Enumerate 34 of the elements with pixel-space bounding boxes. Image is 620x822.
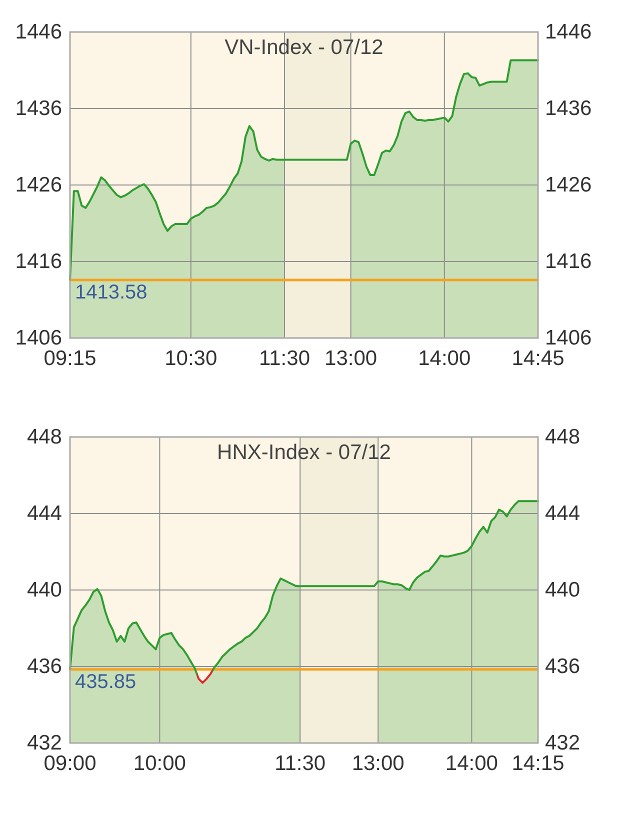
x-tick-label: 10:00 <box>133 752 186 775</box>
y-tick-label: 1406 <box>15 326 62 350</box>
y-tick-label: 448 <box>26 426 62 448</box>
x-tick-label: 13:00 <box>324 347 378 370</box>
y2-tick-label: 436 <box>545 655 580 678</box>
y-tick-label: 1426 <box>15 174 62 196</box>
y2-tick-label: 448 <box>545 426 580 448</box>
x-tick-label: 14:00 <box>445 752 498 775</box>
x-tick-label: 14:15 <box>512 752 564 775</box>
y-tick-label: 1436 <box>15 97 62 120</box>
y2-tick-label: 432 <box>545 732 580 754</box>
y-tick-label: 436 <box>26 655 62 678</box>
y-tick-label: 432 <box>26 732 62 754</box>
x-tick-label: 11:30 <box>274 752 326 775</box>
y-tick-label: 1416 <box>15 250 62 273</box>
y2-tick-label: 1446 <box>545 20 592 44</box>
y2-tick-label: 440 <box>545 578 580 602</box>
y2-tick-label: 1406 <box>545 326 592 350</box>
x-tick-label: 14:45 <box>512 347 564 370</box>
x-tick-label: 10:30 <box>164 347 218 370</box>
y-tick-label: 440 <box>26 578 62 602</box>
y-tick-label: 444 <box>26 502 62 525</box>
x-tick-label: 14:00 <box>418 347 471 370</box>
y2-tick-label: 1416 <box>545 250 592 273</box>
x-tick-label: 13:00 <box>352 752 404 775</box>
x-tick-label: 09:00 <box>44 752 96 775</box>
y2-tick-label: 444 <box>545 502 580 525</box>
x-tick-label: 09:15 <box>44 347 96 370</box>
ref-line-label: 435.85 <box>75 670 136 693</box>
x-tick-label: 11:30 <box>259 347 310 370</box>
y-tick-label: 1446 <box>15 20 62 44</box>
y2-tick-label: 1436 <box>545 97 592 120</box>
y2-tick-label: 1426 <box>545 174 592 196</box>
ref-line-label: 1413.58 <box>75 282 148 304</box>
